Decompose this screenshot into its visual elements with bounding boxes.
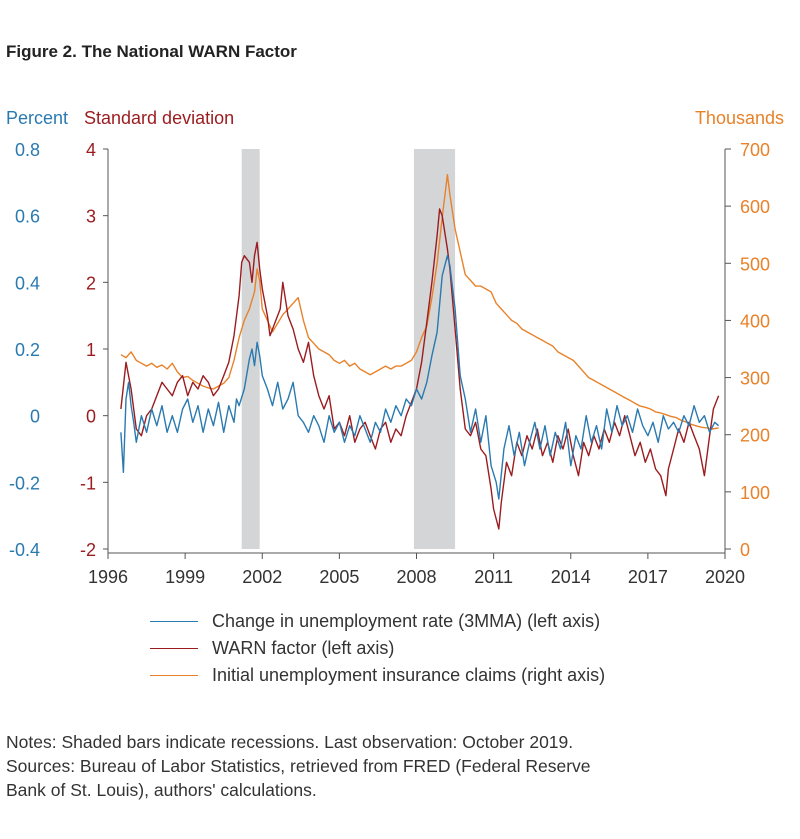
right-axis-label: Thousands xyxy=(694,108,784,128)
right-tick-label: 600 xyxy=(740,197,770,217)
notes-line-1: Notes: Shaded bars indicate recessions. … xyxy=(6,732,574,752)
x-tick-label: 2014 xyxy=(551,567,591,587)
left-axis-percent-label: Percent xyxy=(6,108,69,128)
left-sd-tick-label: 1 xyxy=(86,340,96,360)
chart-area: 0.8 0.6 0.4 0.2 0 -0.2 -0.4 4 3 2 1 0 -1 -2 700 600 500 4… xyxy=(9,140,770,587)
legend-label-initial-claims: Initial unemployment insurance claims (r… xyxy=(212,665,606,685)
x-tick-label: 2020 xyxy=(705,567,745,587)
left-percent-tick-label: 0.8 xyxy=(15,140,40,160)
x-tick-label: 2008 xyxy=(396,567,436,587)
legend-swatch-unemployment-rate xyxy=(150,621,198,622)
left-sd-tick-label: -2 xyxy=(80,540,96,560)
x-tick-label: 2002 xyxy=(242,567,282,587)
right-tick-label: 500 xyxy=(740,254,770,274)
legend-item-unemployment-rate: Change in unemployment rate (3MMA) (left… xyxy=(150,608,605,635)
x-tick-label: 2005 xyxy=(319,567,359,587)
notes-line-3: Bank of St. Louis), authors' calculation… xyxy=(6,780,317,800)
left-axis-sd-label: Standard deviation xyxy=(84,108,235,128)
right-tick-label: 0 xyxy=(740,540,750,560)
left-sd-tick-label: 2 xyxy=(86,273,96,293)
notes: Notes: Shaded bars indicate recessions. … xyxy=(6,730,766,802)
left-percent-tick-label: 0.2 xyxy=(15,340,40,360)
right-tick-label: 700 xyxy=(740,140,770,160)
right-tick-label: 300 xyxy=(740,369,770,389)
legend-swatch-initial-claims xyxy=(150,675,198,676)
legend-label-unemployment-rate: Change in unemployment rate (3MMA) (left… xyxy=(212,611,601,631)
left-sd-tick-label: 0 xyxy=(86,407,96,427)
legend: Change in unemployment rate (3MMA) (left… xyxy=(150,608,605,689)
legend-item-initial-claims: Initial unemployment insurance claims (r… xyxy=(150,662,605,689)
left-percent-tick-label: -0.2 xyxy=(9,473,40,493)
left-sd-tick-label: 3 xyxy=(86,207,96,227)
left-percent-tick-label: -0.4 xyxy=(9,540,40,560)
x-tick-label: 1999 xyxy=(165,567,205,587)
legend-swatch-warn-factor xyxy=(150,648,198,649)
x-tick-label: 2011 xyxy=(474,567,513,587)
figure-title: Figure 2. The National WARN Factor xyxy=(6,42,297,61)
right-tick-label: 400 xyxy=(740,311,770,331)
notes-line-2: Sources: Bureau of Labor Statistics, ret… xyxy=(6,756,591,776)
legend-label-warn-factor: WARN factor (left axis) xyxy=(212,638,395,658)
series-line-2 xyxy=(120,174,719,430)
left-percent-tick-label: 0 xyxy=(30,407,40,427)
x-tick-label: 1996 xyxy=(88,567,128,587)
x-tick-label: 2017 xyxy=(628,567,668,587)
right-tick-label: 200 xyxy=(740,426,770,446)
legend-item-warn-factor: WARN factor (left axis) xyxy=(150,635,605,662)
left-sd-tick-label: -1 xyxy=(80,473,96,493)
series-line-0 xyxy=(120,255,720,500)
recession-bar-1 xyxy=(413,149,456,549)
left-sd-tick-label: 4 xyxy=(86,140,96,160)
left-percent-tick-label: 0.4 xyxy=(15,273,40,293)
right-tick-label: 100 xyxy=(740,483,770,503)
left-percent-tick-label: 0.6 xyxy=(15,207,40,227)
